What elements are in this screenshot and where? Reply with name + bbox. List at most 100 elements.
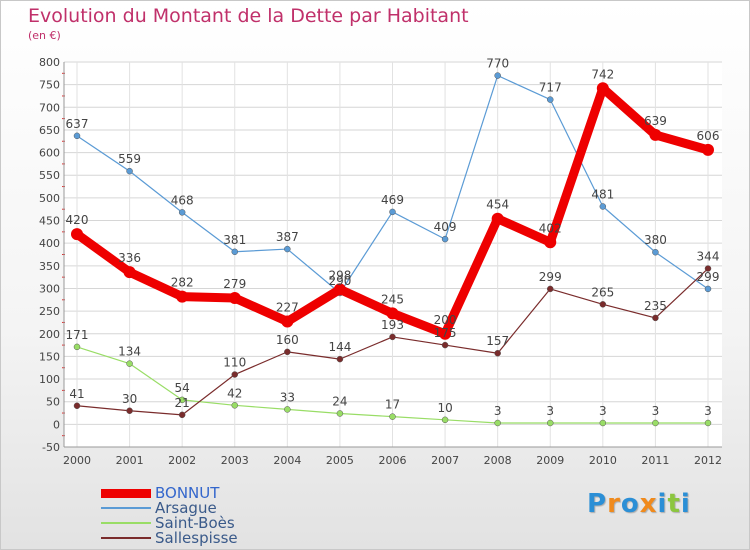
data-label: 17 <box>385 398 400 412</box>
x-tick-label: 2001 <box>116 454 144 467</box>
chart-title: Evolution du Montant de la Dette par Hab… <box>28 5 469 27</box>
data-point <box>281 315 294 328</box>
data-label: 42 <box>227 386 242 400</box>
data-label: 344 <box>697 250 720 264</box>
data-point <box>284 406 291 413</box>
data-label: 134 <box>118 345 141 359</box>
data-point <box>389 333 396 341</box>
data-point <box>652 314 659 322</box>
y-tick-label: 150 <box>39 350 60 363</box>
x-tick-label: 2009 <box>536 454 564 467</box>
data-label: 30 <box>122 392 137 406</box>
data-label: 41 <box>69 387 84 401</box>
data-point <box>389 413 396 420</box>
data-point <box>73 343 81 351</box>
data-point <box>702 143 714 156</box>
data-point <box>176 290 189 303</box>
data-label: 3 <box>599 404 607 418</box>
data-point <box>491 212 504 225</box>
proxiti-logo: Proxiti <box>587 489 691 519</box>
data-point <box>599 419 607 427</box>
data-point <box>704 265 712 272</box>
data-label: 110 <box>223 356 246 370</box>
data-point <box>652 419 659 427</box>
data-label: 770 <box>486 57 509 71</box>
data-point <box>649 128 662 141</box>
data-point <box>333 283 346 296</box>
data-label: 606 <box>697 129 720 143</box>
y-tick-label: 450 <box>39 215 60 228</box>
data-point <box>441 416 449 424</box>
data-label: 481 <box>591 187 614 201</box>
series-bonnut <box>71 82 714 340</box>
chart-unit: (en €) <box>28 29 61 42</box>
data-label: 717 <box>539 81 562 95</box>
y-tick-label: 50 <box>46 396 60 409</box>
x-tick-label: 2002 <box>168 454 196 467</box>
data-label: 3 <box>494 404 502 418</box>
data-label: 282 <box>171 276 194 290</box>
data-point <box>441 341 449 349</box>
logo-letter: P <box>587 489 608 519</box>
data-label: 3 <box>546 404 554 418</box>
data-label: 639 <box>644 114 667 128</box>
data-label: 742 <box>591 67 614 81</box>
data-point <box>73 402 81 410</box>
y-tick-label: 250 <box>39 305 60 318</box>
data-label: 227 <box>276 301 299 315</box>
series-sallespisse <box>73 265 712 419</box>
x-tick-label: 2004 <box>273 454 301 467</box>
data-point <box>336 410 344 417</box>
logo-letter: i <box>657 489 668 519</box>
x-tick-label: 2011 <box>641 454 669 467</box>
data-point <box>494 349 501 357</box>
logo-letter: i <box>680 489 691 519</box>
x-tick-label: 2006 <box>379 454 407 467</box>
data-label: 559 <box>118 152 141 166</box>
data-point <box>494 419 501 427</box>
y-tick-label: 700 <box>39 101 60 114</box>
data-point <box>71 228 83 241</box>
logo-letter: t <box>667 489 681 519</box>
legend-swatch <box>101 507 151 509</box>
y-tick-label: 750 <box>39 79 60 92</box>
data-point <box>441 235 449 243</box>
data-label: 380 <box>644 233 667 247</box>
y-tick-label: 0 <box>53 418 60 431</box>
data-label: 402 <box>539 221 562 235</box>
data-label: 235 <box>644 299 667 313</box>
legend-swatch <box>101 522 151 524</box>
x-tick-label: 2010 <box>589 454 617 467</box>
data-label: 33 <box>280 390 295 404</box>
data-label: 469 <box>381 193 404 207</box>
y-tick-label: 200 <box>39 328 60 341</box>
data-label: 175 <box>434 326 457 340</box>
data-label: 245 <box>381 292 404 306</box>
y-tick-label: 650 <box>39 124 60 137</box>
data-point <box>389 208 396 216</box>
y-tick-label: 100 <box>39 373 60 386</box>
legend-label: Arsague <box>155 499 217 517</box>
data-label: 144 <box>328 340 351 354</box>
data-point <box>704 285 712 293</box>
logo-letter: x <box>639 489 658 519</box>
data-label: 299 <box>697 270 720 284</box>
data-point <box>494 72 501 79</box>
data-label: 265 <box>591 285 614 299</box>
data-label: 171 <box>66 328 89 342</box>
data-label: 160 <box>276 333 299 347</box>
data-label: 381 <box>223 233 246 247</box>
data-label: 10 <box>437 401 452 415</box>
y-tick-label: 500 <box>39 192 60 205</box>
data-point <box>126 167 133 175</box>
data-label: 454 <box>486 198 509 212</box>
data-label: 409 <box>434 220 457 234</box>
y-tick-label: -50 <box>42 441 60 454</box>
data-label: 54 <box>175 381 190 395</box>
data-point <box>123 266 136 279</box>
data-label: 468 <box>171 193 194 207</box>
data-label: 3 <box>704 404 712 418</box>
data-label: 200 <box>434 313 457 327</box>
data-point <box>544 236 557 249</box>
data-label: 387 <box>276 230 299 244</box>
